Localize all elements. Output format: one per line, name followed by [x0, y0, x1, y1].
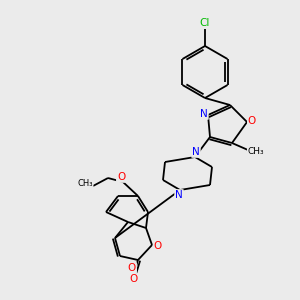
Text: Cl: Cl [200, 18, 210, 28]
Text: O: O [130, 274, 138, 284]
Text: O: O [128, 263, 136, 273]
Text: N: N [200, 109, 208, 119]
Text: N: N [192, 147, 200, 157]
Text: CH₃: CH₃ [77, 179, 93, 188]
Text: O: O [248, 116, 256, 126]
Text: CH₃: CH₃ [248, 148, 264, 157]
Text: N: N [175, 190, 183, 200]
Text: O: O [117, 172, 125, 182]
Text: O: O [154, 241, 162, 251]
